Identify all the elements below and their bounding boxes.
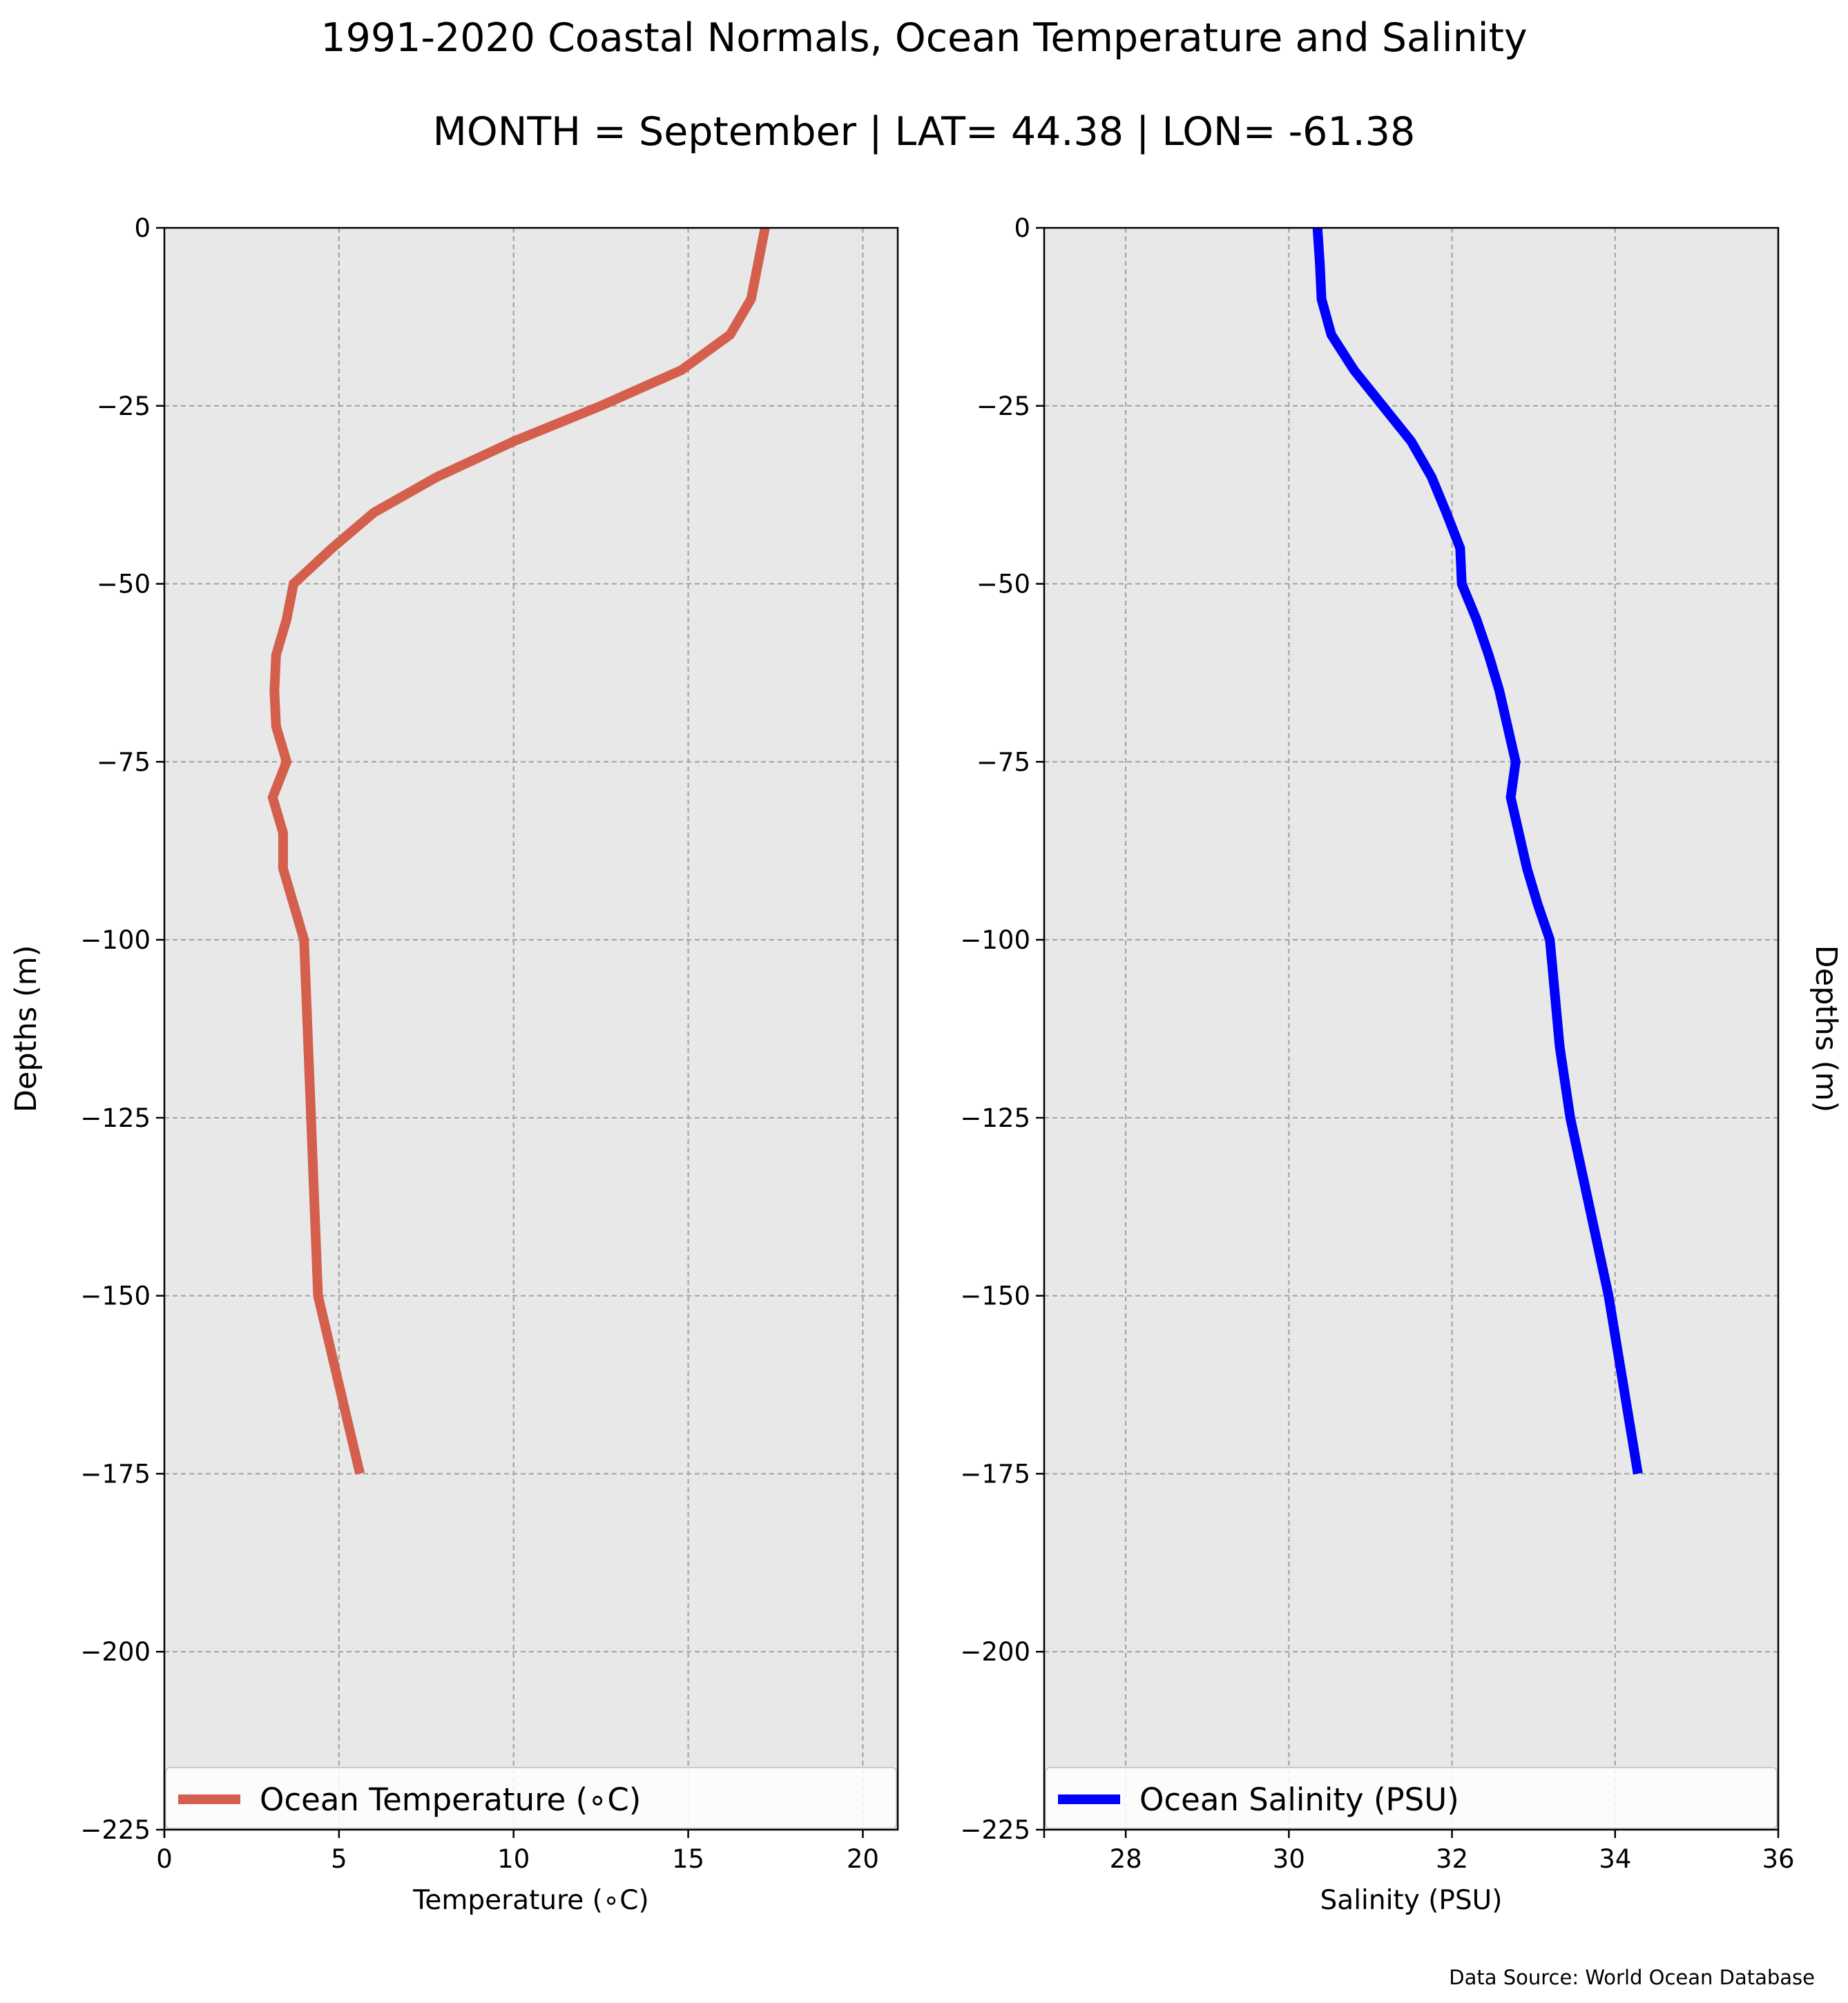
plot-area [1044, 228, 1778, 1830]
x-tick-label: 15 [672, 1844, 704, 1874]
y-tick-label: −75 [976, 747, 1030, 777]
x-tick-label: 20 [847, 1844, 879, 1874]
legend: Ocean Temperature (∘C) [165, 1767, 897, 1829]
x-tick-label: 5 [331, 1844, 347, 1874]
y-tick-label: −200 [960, 1637, 1030, 1667]
x-tick-label: 28 [1110, 1844, 1142, 1874]
y-tick-label: −50 [97, 570, 151, 599]
x-tick-label: 34 [1599, 1844, 1631, 1874]
x-axis-label: Salinity (PSU) [1320, 1885, 1503, 1916]
y-tick-label: −150 [960, 1281, 1030, 1311]
y-tick-label: −150 [80, 1281, 151, 1311]
series-line [267, 226, 770, 1475]
y-tick-label: −25 [976, 391, 1030, 421]
y-tick-label: −125 [80, 1103, 151, 1133]
y-tick-label: −225 [80, 1815, 151, 1845]
legend: Ocean Salinity (PSU) [1045, 1767, 1778, 1829]
y-tick-label: −200 [80, 1637, 151, 1667]
plot-area [164, 228, 898, 1830]
x-tick-label: 32 [1436, 1844, 1468, 1874]
y-tick-label: −225 [960, 1815, 1030, 1845]
axes-frame [163, 226, 899, 1831]
y-tick-label: −25 [97, 391, 151, 421]
y-tick-label: −175 [960, 1459, 1030, 1489]
series-line [1312, 227, 1643, 1475]
legend-box [165, 1767, 897, 1829]
y-tick-label: −50 [976, 570, 1030, 599]
legend-label: Ocean Salinity (PSU) [1139, 1781, 1459, 1818]
salinity-panel: Ocean Salinity (PSU) 28 30 32 34 36 0 −25 −50 −75… [960, 213, 1843, 1916]
figure-title: 1991-2020 Coastal Normals, Ocean Tempera… [320, 15, 1527, 61]
x-axis-label: Temperature (∘C) [412, 1885, 649, 1916]
x-tick-label: 0 [156, 1844, 173, 1874]
y-tick-label: −125 [960, 1103, 1030, 1133]
figure-subtitle: MONTH = September | LAT= 44.38 | LON= -6… [433, 109, 1416, 155]
y-tick-label: −100 [80, 925, 151, 955]
y-tick-label: −75 [97, 747, 151, 777]
legend-box [1045, 1767, 1778, 1829]
x-tick-label: 10 [497, 1844, 530, 1874]
y-tick-label: −175 [80, 1459, 151, 1489]
axes-frame [1043, 226, 1780, 1831]
y-axis-label: Depths (m) [1809, 945, 1843, 1112]
y-tick-label: 0 [134, 213, 151, 243]
data-source-note: Data Source: World Ocean Database [1449, 1966, 1815, 1989]
y-axis-label: Depths (m) [9, 945, 44, 1112]
temperature-panel: Ocean Temperature (∘C) 0 5 10 15 20 0 −25 −50 −75… [9, 213, 899, 1916]
y-tick-label: −100 [960, 925, 1030, 955]
y-tick-label: 0 [1014, 213, 1030, 243]
x-tick-label: 36 [1762, 1844, 1794, 1874]
x-tick-label: 30 [1273, 1844, 1305, 1874]
legend-label: Ocean Temperature (∘C) [260, 1781, 641, 1818]
